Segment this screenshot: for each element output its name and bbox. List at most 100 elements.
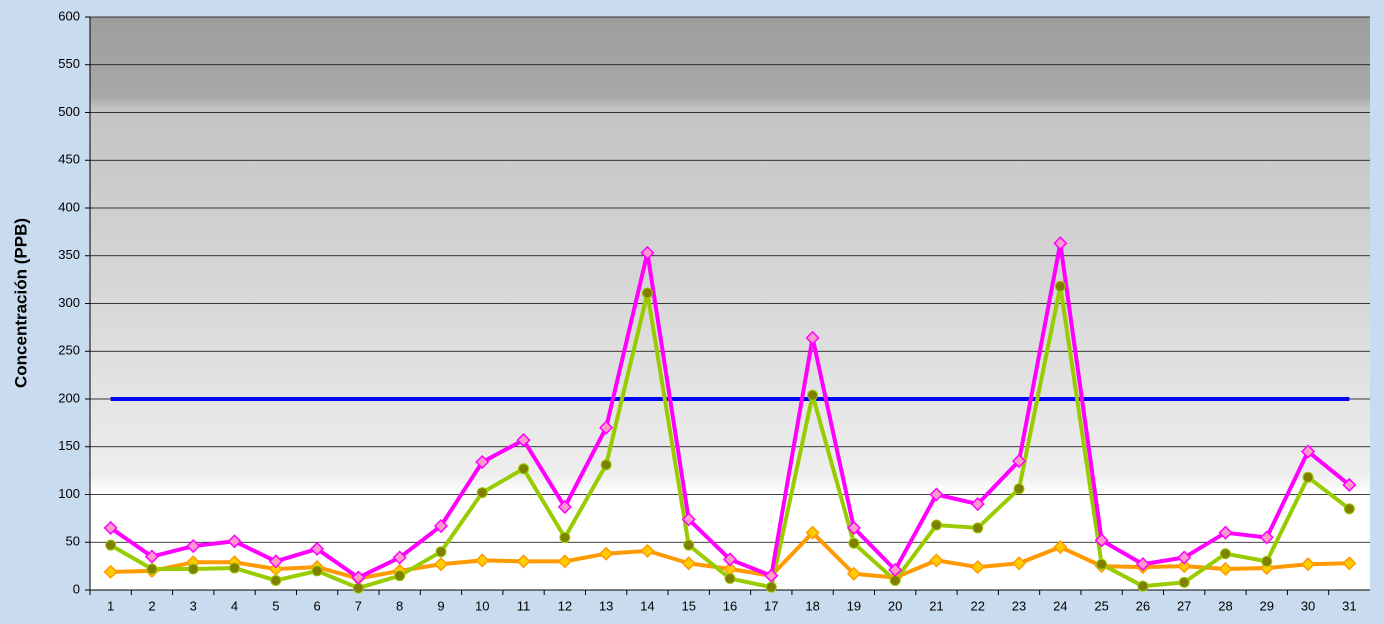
point xyxy=(1259,530,1274,545)
point xyxy=(765,581,777,593)
point xyxy=(1342,556,1357,571)
point xyxy=(724,573,736,585)
x-tick-label: 15 xyxy=(681,598,695,613)
point xyxy=(1137,580,1149,592)
point xyxy=(1054,280,1066,292)
point xyxy=(105,539,117,551)
y-tick-label: 550 xyxy=(58,56,80,71)
point xyxy=(557,554,572,569)
point xyxy=(103,564,118,579)
point xyxy=(1135,557,1150,572)
point xyxy=(929,487,944,502)
point xyxy=(475,553,490,568)
point xyxy=(640,245,655,260)
point xyxy=(1218,561,1233,577)
point xyxy=(351,570,366,585)
point xyxy=(144,549,159,564)
x-tick-label: 19 xyxy=(847,598,861,613)
point xyxy=(640,543,655,558)
point xyxy=(1342,477,1357,493)
y-tick-label: 500 xyxy=(58,104,80,119)
point xyxy=(1013,483,1025,495)
y-tick-label: 400 xyxy=(58,199,80,214)
point xyxy=(392,550,407,565)
point xyxy=(600,459,612,471)
y-tick-label: 100 xyxy=(58,486,80,501)
point xyxy=(268,554,283,569)
point xyxy=(1177,559,1192,574)
point xyxy=(433,557,449,572)
point xyxy=(1301,444,1316,459)
point xyxy=(846,566,861,581)
point xyxy=(1219,548,1231,560)
x-tick-label: 11 xyxy=(517,598,531,613)
point xyxy=(557,499,572,514)
point xyxy=(1096,558,1108,570)
point xyxy=(599,546,614,561)
x-tick-label: 9 xyxy=(437,598,444,613)
point xyxy=(1302,471,1314,483)
y-axis-label: Concentración (PPB) xyxy=(11,218,30,388)
x-tick-label: 22 xyxy=(971,598,985,613)
x-tick-label: 7 xyxy=(355,598,362,613)
point xyxy=(1011,556,1027,571)
point xyxy=(394,570,406,582)
x-tick-label: 27 xyxy=(1177,598,1191,613)
point xyxy=(641,287,653,299)
point xyxy=(888,562,903,578)
y-tick-label: 200 xyxy=(58,390,80,405)
y-tick-label: 350 xyxy=(58,247,80,262)
point xyxy=(186,539,201,554)
y-tick-label: 600 xyxy=(58,8,80,23)
point xyxy=(311,565,323,577)
y-tick-label: 250 xyxy=(58,343,80,358)
y-tick-label: 50 xyxy=(66,534,80,549)
point xyxy=(270,574,282,586)
point xyxy=(1301,557,1316,572)
x-tick-label: 29 xyxy=(1260,598,1274,613)
point xyxy=(1178,576,1190,588)
point xyxy=(103,520,118,535)
x-tick-label: 31 xyxy=(1342,598,1356,613)
y-tick-label: 0 xyxy=(73,581,80,596)
point xyxy=(930,519,942,531)
point xyxy=(764,568,779,583)
point xyxy=(848,537,860,549)
point xyxy=(805,330,820,345)
point xyxy=(807,389,819,401)
point xyxy=(435,546,447,558)
point xyxy=(929,553,944,568)
x-tick-label: 25 xyxy=(1094,598,1108,613)
point xyxy=(1177,550,1192,565)
x-tick-label: 10 xyxy=(475,598,489,613)
x-tick-label: 17 xyxy=(764,598,778,613)
y-tick-label: 300 xyxy=(58,295,80,310)
point xyxy=(681,556,696,571)
point xyxy=(310,541,325,556)
point xyxy=(1094,533,1109,548)
x-tick-label: 12 xyxy=(558,598,572,613)
x-tick-label: 13 xyxy=(599,598,613,613)
x-tick-label: 24 xyxy=(1053,598,1067,613)
x-tick-label: 1 xyxy=(107,598,114,613)
y-tick-label: 450 xyxy=(58,152,80,167)
x-tick-label: 21 xyxy=(929,598,943,613)
point xyxy=(1053,539,1068,555)
point xyxy=(475,454,490,470)
point xyxy=(599,420,614,435)
point xyxy=(516,433,531,448)
point xyxy=(1343,503,1355,515)
point xyxy=(683,539,695,551)
y-tick-label: 150 xyxy=(58,438,80,453)
point xyxy=(970,560,985,575)
x-tick-label: 28 xyxy=(1218,598,1232,613)
x-tick-label: 14 xyxy=(640,598,654,613)
point xyxy=(846,520,861,535)
point xyxy=(1261,555,1273,567)
point xyxy=(972,522,984,534)
point xyxy=(187,563,199,575)
point xyxy=(970,496,985,512)
point xyxy=(1053,236,1068,251)
x-tick-label: 4 xyxy=(231,598,238,613)
